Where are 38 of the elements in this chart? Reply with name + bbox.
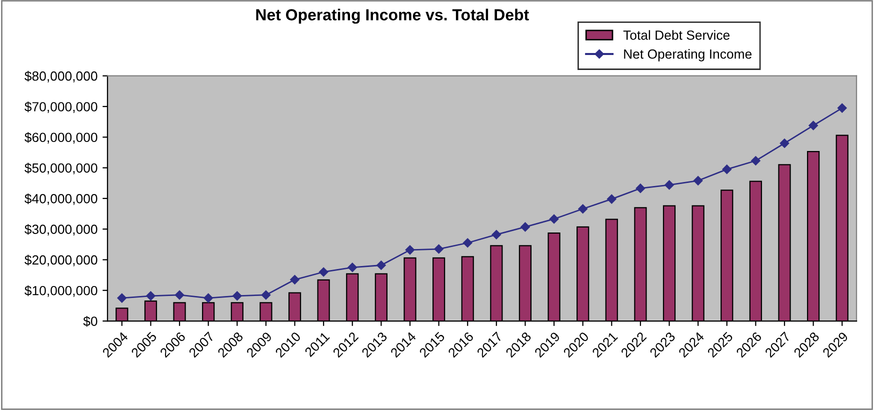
y-tick-label: $20,000,000 <box>24 254 98 266</box>
point <box>578 204 588 214</box>
point <box>808 120 818 130</box>
point <box>405 245 415 255</box>
y-tick-label: $0 <box>83 316 98 327</box>
point <box>722 164 732 174</box>
y-tick-label: $30,000,000 <box>24 224 98 236</box>
legend-label: Total Debt Service <box>623 30 730 40</box>
point <box>232 291 242 301</box>
point <box>117 293 127 303</box>
point <box>693 176 703 186</box>
point <box>146 291 156 301</box>
point <box>492 230 502 240</box>
point <box>174 290 184 300</box>
point <box>290 275 300 284</box>
chart-title: Net Operating Income vs. Total Debt <box>256 8 529 24</box>
point <box>318 267 328 277</box>
y-tick-label: $10,000,000 <box>24 285 98 297</box>
point <box>261 290 271 300</box>
y-tick-label: $50,000,000 <box>24 162 98 174</box>
y-tick-label: $60,000,000 <box>24 132 98 144</box>
y-tick-label: $40,000,000 <box>24 193 98 205</box>
y-tick-label: $70,000,000 <box>24 102 98 113</box>
point <box>636 184 646 193</box>
point <box>549 214 559 224</box>
point <box>664 180 674 190</box>
point <box>837 103 847 113</box>
point <box>751 156 760 166</box>
point <box>376 260 386 270</box>
point <box>434 244 444 254</box>
point <box>607 194 616 204</box>
point <box>348 262 357 272</box>
point <box>520 222 530 232</box>
point <box>462 238 472 248</box>
point <box>780 138 790 148</box>
y-tick-label: $80,000,000 <box>24 70 98 82</box>
legend-label: Net Operating Income <box>624 49 752 62</box>
point <box>204 293 213 303</box>
